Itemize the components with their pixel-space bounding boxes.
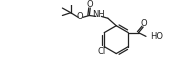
- Text: HO: HO: [151, 32, 164, 41]
- Text: O: O: [77, 12, 83, 21]
- Text: O: O: [141, 19, 147, 28]
- Text: NH: NH: [92, 10, 105, 19]
- Text: Cl: Cl: [97, 47, 105, 56]
- Text: O: O: [87, 0, 94, 9]
